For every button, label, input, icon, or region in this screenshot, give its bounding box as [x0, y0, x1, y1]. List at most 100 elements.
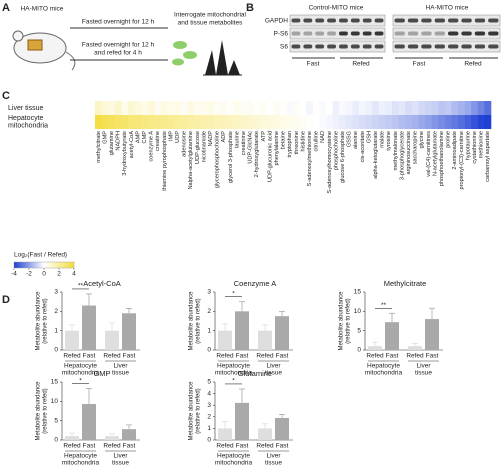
column-label: argininosuccinate: [406, 131, 412, 175]
heat-cell: [141, 101, 149, 115]
column-label: methionine: [479, 131, 485, 158]
heat-cell: [359, 115, 366, 129]
heat-cell: [326, 115, 333, 129]
bar: [275, 417, 289, 440]
bar: [105, 436, 119, 440]
x-tick-label: Refed: [103, 353, 121, 360]
heat-cell: [114, 115, 122, 129]
bar: [122, 429, 136, 440]
heat-cell: [392, 101, 399, 115]
heat-cell: [458, 101, 465, 115]
group-label: Liver: [416, 363, 431, 370]
x-tick-label: Refed: [366, 353, 384, 360]
colorbar-tick-label: -4: [11, 271, 17, 278]
blot-band: [362, 31, 372, 36]
y-tick-label: 10: [51, 398, 59, 405]
group-label: Hepatocyte: [367, 363, 400, 370]
x-tick-label: Refed: [63, 443, 81, 450]
heat-cell: [306, 101, 314, 115]
heat-cell: [227, 115, 234, 129]
group-label: Liver: [113, 453, 128, 460]
heat-cell: [101, 115, 109, 129]
blot-band: [434, 44, 445, 49]
heat-cell: [471, 101, 479, 115]
heat-cell: [180, 101, 188, 115]
column-label: UDP-GlcNAc: [248, 131, 254, 164]
column-label: adenosine: [182, 131, 188, 157]
heat-cell: [266, 101, 274, 115]
y-tick-label: 3: [207, 402, 211, 409]
column-label: tryptophan: [287, 131, 293, 157]
heat-cell: [312, 101, 320, 115]
column-label: tyrosine: [386, 131, 392, 151]
heat-cell: [312, 115, 320, 129]
chart-title: Glutamine: [238, 369, 272, 378]
bar: [65, 436, 79, 440]
column-label: 3-phosphoglycerate: [399, 131, 405, 180]
error-bar: [126, 308, 132, 314]
heat-cell: [108, 101, 116, 115]
bar: [82, 404, 96, 440]
blot-band: [339, 18, 348, 23]
heat-cell: [161, 115, 168, 129]
sig-marker: *: [232, 290, 235, 297]
blot-band: [474, 44, 486, 49]
blot-band: [394, 18, 405, 23]
group-label: Hepatocyte: [64, 453, 97, 460]
blot-band: [421, 44, 432, 49]
column-label: GSH: [366, 131, 372, 143]
error-bar: [279, 310, 285, 317]
y-tick-label: 1: [207, 425, 211, 432]
y-axis-label: (relative to refed): [43, 298, 49, 343]
heat-cell: [444, 115, 452, 129]
chart-title: Methylcitrate: [384, 279, 427, 288]
bar: [235, 311, 249, 350]
panel-label: B: [246, 2, 254, 14]
column-label: N-acetylglutamate: [432, 131, 438, 176]
heat-cell: [398, 101, 406, 115]
blot-band: [434, 18, 445, 23]
sig-marker: **: [381, 302, 387, 309]
blot-band: [291, 44, 301, 49]
group-label: tissue: [265, 460, 282, 465]
blot-band: [315, 31, 325, 36]
column-label: proline: [446, 131, 452, 148]
column-label: S-adenosylmethionine: [307, 131, 313, 186]
heat-cell: [332, 115, 340, 129]
error-bar: [69, 324, 75, 331]
row-label: mitochondria: [8, 123, 48, 130]
heat-cell: [121, 115, 129, 129]
column-label: glycerophosphocholine: [215, 131, 221, 188]
heat-cell: [365, 101, 373, 115]
heat-cell: [405, 115, 413, 129]
x-tick-label: Fast: [236, 443, 249, 450]
error-bar: [389, 312, 395, 323]
colorbar: [13, 261, 75, 269]
colorbar-tick-label: -2: [26, 271, 32, 278]
heat-cell: [471, 115, 479, 129]
column-label: glycine: [419, 131, 425, 148]
y-axis-label: (relative to refed): [43, 388, 49, 433]
heat-cell: [194, 101, 201, 115]
heat-cell: [332, 101, 340, 115]
panel-label: A: [2, 2, 10, 14]
condition-text: Fasted overnight for 12 h: [82, 42, 155, 49]
heat-cell: [477, 101, 485, 115]
x-tick-label: Refed: [63, 353, 81, 360]
heat-cell: [326, 101, 333, 115]
error-bar: [262, 423, 268, 429]
column-label: 2-hydroxyglutarate: [254, 131, 260, 177]
y-axis-label: (relative to refed): [346, 298, 352, 343]
y-tick-label: 10: [354, 308, 362, 315]
column-label: phenylalanine: [274, 131, 280, 166]
heat-cell: [240, 101, 248, 115]
blot-band: [488, 44, 499, 49]
heat-cell: [187, 115, 195, 129]
colorbar-tick-label: 2: [57, 271, 61, 278]
column-label: histidine: [300, 131, 306, 152]
heat-cell: [392, 115, 399, 129]
blot-band: [448, 44, 459, 49]
heat-cell: [398, 115, 406, 129]
group-label: tissue: [112, 370, 129, 377]
